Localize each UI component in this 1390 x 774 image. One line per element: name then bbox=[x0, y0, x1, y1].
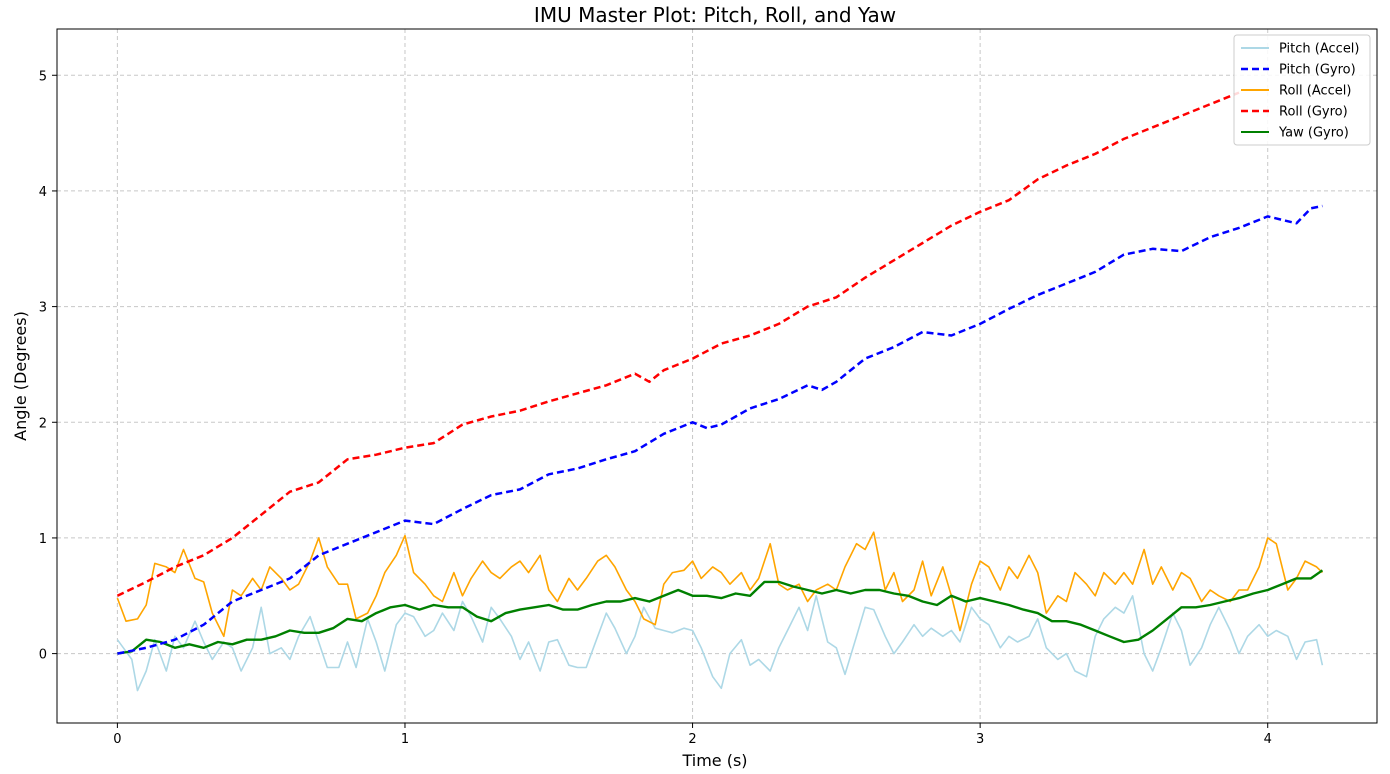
series-line-roll-gyro bbox=[116, 91, 1240, 597]
series-layer bbox=[116, 91, 1324, 692]
x-tick-label: 0 bbox=[113, 732, 121, 747]
series-line-pitch-accel bbox=[116, 595, 1324, 692]
legend-box bbox=[1233, 34, 1371, 146]
x-axis-label: Time (s) bbox=[681, 751, 747, 770]
grid bbox=[57, 29, 1377, 723]
x-tick-label: 3 bbox=[976, 732, 984, 747]
plot-frame bbox=[56, 28, 1378, 724]
x-tick-label: 2 bbox=[688, 732, 696, 747]
legend-label: Yaw (Gyro) bbox=[1278, 126, 1349, 141]
y-axis-label: Angle (Degrees) bbox=[11, 311, 30, 441]
legend-label: Pitch (Accel) bbox=[1279, 42, 1360, 57]
y-tick-label: 1 bbox=[39, 532, 47, 547]
x-tick-label: 4 bbox=[1264, 732, 1272, 747]
y-tick-label: 4 bbox=[39, 185, 47, 200]
y-tick-label: 5 bbox=[39, 69, 47, 84]
series-line-yaw-gyro bbox=[117, 569, 1324, 655]
y-tick-label: 3 bbox=[39, 301, 47, 316]
y-tick-label: 2 bbox=[39, 416, 47, 431]
legend: Pitch (Accel) Pitch (Gyro) Roll (Accel) Rol… bbox=[1233, 34, 1371, 146]
legend-label: Pitch (Gyro) bbox=[1279, 63, 1356, 78]
ticks: 0 1 2 3 4 0 1 2 3 4 5 bbox=[39, 69, 1272, 747]
legend-label: Roll (Gyro) bbox=[1279, 105, 1348, 120]
legend-label: Roll (Accel) bbox=[1279, 84, 1351, 99]
chart-title: IMU Master Plot: Pitch, Roll, and Yaw bbox=[534, 3, 896, 27]
y-tick-label: 0 bbox=[39, 648, 47, 663]
series-line-roll-accel bbox=[116, 531, 1323, 638]
x-tick-label: 1 bbox=[401, 732, 409, 747]
series-line-pitch-gyro bbox=[117, 204, 1323, 655]
